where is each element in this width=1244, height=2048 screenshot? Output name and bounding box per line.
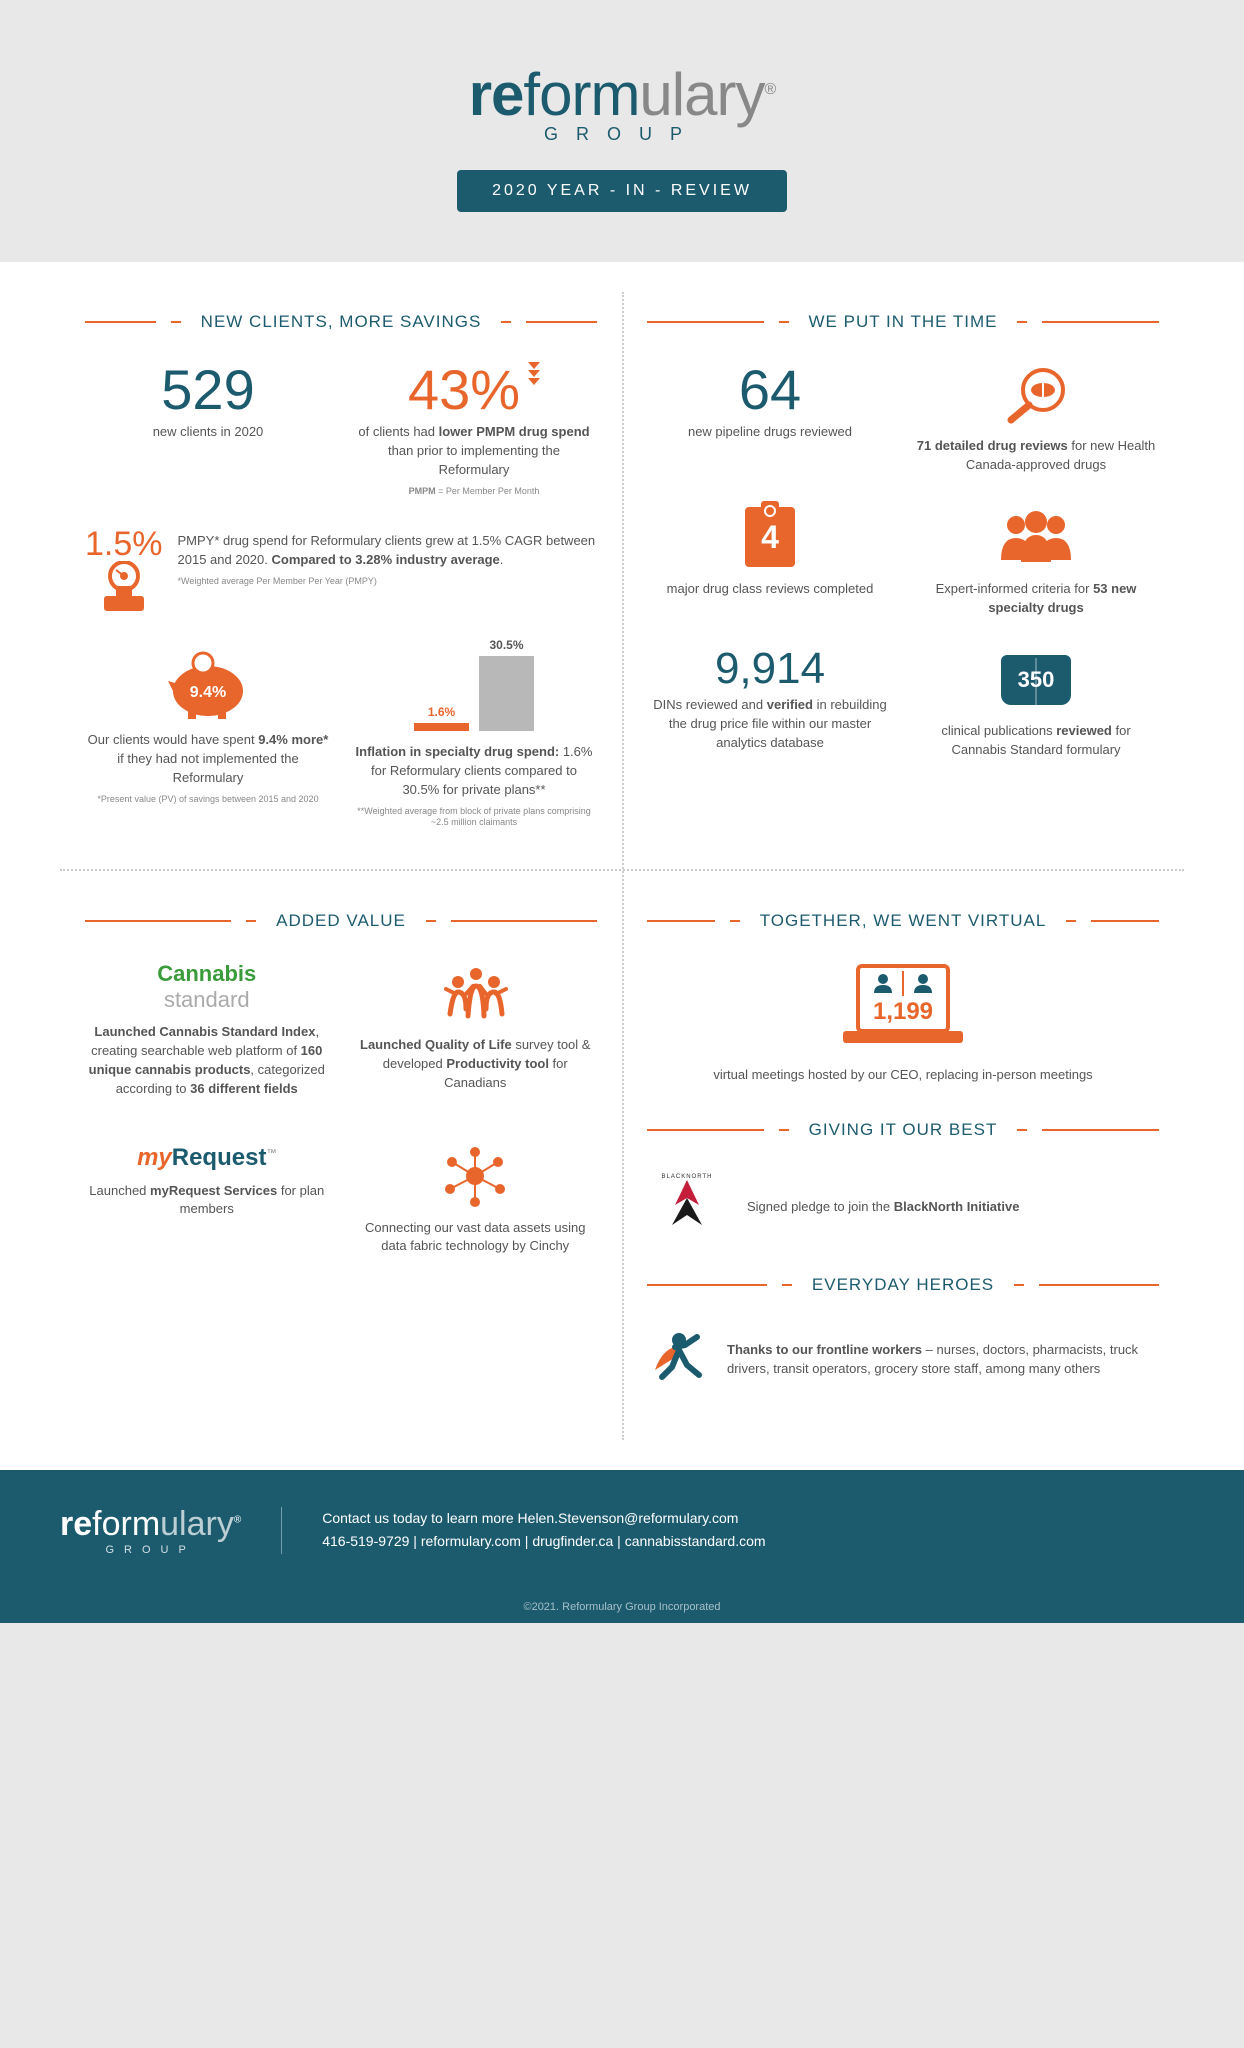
network-icon bbox=[354, 1144, 598, 1209]
item-text: Launched Cannabis Standard Index, creati… bbox=[85, 1023, 329, 1098]
stat-label: virtual meetings hosted by our CEO, repl… bbox=[647, 1066, 1159, 1085]
footer-logo-sub: GROUP bbox=[60, 1544, 241, 1556]
vertical-divider bbox=[622, 292, 624, 1440]
section-title: EVERYDAY HEROES bbox=[647, 1275, 1159, 1295]
item-text: Launched myRequest Services for plan mem… bbox=[85, 1182, 329, 1220]
footer-logo: reformulary® GROUP bbox=[60, 1505, 241, 1556]
virtual-num: 1,199 bbox=[873, 998, 933, 1025]
stat-number: 4 bbox=[761, 519, 779, 556]
item-blacknorth: BLACKNORTH Signed pledge to join the Bla… bbox=[647, 1170, 1159, 1240]
logo-pre: re bbox=[469, 61, 524, 128]
section-time: WE PUT IN THE TIME 64 new pipeline drugs… bbox=[622, 282, 1184, 859]
piggy-bank-icon: 9.4% bbox=[163, 651, 253, 721]
logo-sub: GROUP bbox=[40, 124, 1204, 145]
section-title: ADDED VALUE bbox=[85, 911, 597, 931]
blacknorth-logo-icon: BLACKNORTH bbox=[647, 1170, 727, 1240]
stat-pipeline: 64 new pipeline drugs reviewed bbox=[647, 362, 893, 475]
year-badge: 2020 YEAR - IN - REVIEW bbox=[457, 170, 787, 212]
stat-number: 350 bbox=[1018, 667, 1055, 693]
stat-label: 71 detailed drug reviews for new Health … bbox=[913, 437, 1159, 475]
stat-note: *Present value (PV) of savings between 2… bbox=[85, 794, 331, 806]
contact-line: Contact us today to learn more Helen.Ste… bbox=[322, 1507, 765, 1531]
item-cannabis: Cannabis standard Launched Cannabis Stan… bbox=[85, 961, 329, 1098]
stat-label: major drug class reviews completed bbox=[647, 580, 893, 599]
section-title: TOGETHER, WE WENT VIRTUAL bbox=[647, 911, 1159, 931]
section-title: WE PUT IN THE TIME bbox=[647, 312, 1159, 332]
hero-icon bbox=[647, 1325, 707, 1390]
stat-savings: 9.4% Our clients would have spent 9.4% m… bbox=[85, 651, 331, 829]
stat-label: Our clients would have spent 9.4% more* … bbox=[85, 731, 331, 788]
logo-post: ulary bbox=[639, 61, 764, 128]
logo: reformulary® GROUP bbox=[40, 60, 1204, 145]
stat-label: clinical publications reviewed for Canna… bbox=[913, 722, 1159, 760]
stat-label: Expert-informed criteria for 53 new spec… bbox=[913, 580, 1159, 618]
item-quality: Launched Quality of Life survey tool & d… bbox=[354, 961, 598, 1098]
item-text: Connecting our vast data assets using da… bbox=[354, 1219, 598, 1257]
stat-drug-class: 4 major drug class reviews completed bbox=[647, 505, 893, 618]
section-virtual: TOGETHER, WE WENT VIRTUAL 1,199 virtual … bbox=[622, 881, 1184, 1420]
item-text: Thanks to our frontline workers – nurses… bbox=[727, 1341, 1159, 1379]
stat-number: 1.5% bbox=[85, 527, 163, 561]
stat-label: new pipeline drugs reviewed bbox=[647, 423, 893, 442]
svg-text:9.4%: 9.4% bbox=[190, 684, 226, 701]
item-heroes: Thanks to our frontline workers – nurses… bbox=[647, 1325, 1159, 1390]
stat-label: Inflation in specialty drug spend: 1.6% … bbox=[351, 743, 597, 800]
book-icon: 350 bbox=[1001, 655, 1071, 705]
myrequest-logo: myRequest™ bbox=[85, 1144, 329, 1172]
people-dance-icon bbox=[354, 961, 598, 1026]
item-text: Launched Quality of Life survey tool & d… bbox=[354, 1036, 598, 1093]
content: NEW CLIENTS, MORE SAVINGS 529 new client… bbox=[0, 262, 1244, 1470]
stat-number: 64 bbox=[647, 362, 893, 418]
magnifier-pill-icon bbox=[913, 362, 1159, 427]
stat-dins: 9,914 DINs reviewed and verified in rebu… bbox=[647, 647, 893, 760]
header: reformulary® GROUP 2020 YEAR - IN - REVI… bbox=[0, 0, 1244, 262]
stat-label: DINs reviewed and verified in rebuilding… bbox=[647, 696, 893, 753]
stat-number: 529 bbox=[85, 362, 331, 418]
item-myrequest: myRequest™ Launched myRequest Services f… bbox=[85, 1144, 329, 1257]
footer: reformulary® GROUP Contact us today to l… bbox=[0, 1470, 1244, 1591]
copyright: ©2021. Reformulary Group Incorporated bbox=[0, 1591, 1244, 1623]
down-arrows-icon bbox=[528, 362, 540, 385]
stat-number: 9,914 bbox=[647, 647, 893, 691]
stat-label: new clients in 2020 bbox=[85, 423, 331, 442]
stat-label: of clients had lower PMPM drug spend tha… bbox=[351, 423, 597, 480]
people-icon bbox=[913, 505, 1159, 570]
bar-value: 1.6% bbox=[414, 705, 469, 719]
stat-clients: 529 new clients in 2020 bbox=[85, 362, 331, 497]
section-added-value: ADDED VALUE Cannabis standard Launched C… bbox=[60, 881, 622, 1420]
stat-virtual: 1,199 virtual meetings hosted by our CEO… bbox=[647, 961, 1159, 1085]
stat-reviews: 71 detailed drug reviews for new Health … bbox=[913, 362, 1159, 475]
logo-mid: form bbox=[523, 61, 639, 128]
stat-pmpm: 43% of clients had lower PMPM drug spend… bbox=[351, 362, 597, 497]
stat-specialty: Expert-informed criteria for 53 new spec… bbox=[913, 505, 1159, 618]
scale-icon bbox=[94, 561, 154, 616]
contact-line: 416-519-9729 | reformulary.com | drugfin… bbox=[322, 1530, 765, 1554]
cannabis-logo: Cannabis standard bbox=[85, 961, 329, 1013]
svg-text:BLACKNORTH: BLACKNORTH bbox=[662, 1174, 713, 1180]
footer-info: Contact us today to learn more Helen.Ste… bbox=[281, 1507, 765, 1555]
stat-number: 43% bbox=[408, 362, 520, 418]
stat-note: PMPM = Per Member Per Month bbox=[351, 486, 597, 498]
section-title: NEW CLIENTS, MORE SAVINGS bbox=[85, 312, 597, 332]
bar-chart: 1.6% 30.5% bbox=[351, 651, 597, 731]
section-title: GIVING IT OUR BEST bbox=[647, 1120, 1159, 1140]
bar-value: 30.5% bbox=[479, 638, 534, 652]
page: reformulary® GROUP 2020 YEAR - IN - REVI… bbox=[0, 0, 1244, 1623]
item-cinchy: Connecting our vast data assets using da… bbox=[354, 1144, 598, 1257]
stat-pmpy: 1.5% PMPY* drug spend for Reformulary cl… bbox=[85, 527, 597, 621]
laptop-icon: 1,199 bbox=[838, 961, 968, 1056]
item-text: Signed pledge to join the BlackNorth Ini… bbox=[747, 1198, 1019, 1217]
logo-reg: ® bbox=[764, 81, 775, 98]
stat-inflation: 1.6% 30.5% Inflation in specialty drug s… bbox=[351, 651, 597, 829]
stat-note: *Weighted average Per Member Per Year (P… bbox=[178, 576, 598, 588]
stat-publications: 350 clinical publications reviewed for C… bbox=[913, 647, 1159, 760]
section-new-clients: NEW CLIENTS, MORE SAVINGS 529 new client… bbox=[60, 282, 622, 859]
stat-label: PMPY* drug spend for Reformulary clients… bbox=[178, 532, 598, 570]
clipboard-icon: 4 bbox=[745, 507, 795, 567]
stat-note: **Weighted average from block of private… bbox=[351, 806, 597, 829]
